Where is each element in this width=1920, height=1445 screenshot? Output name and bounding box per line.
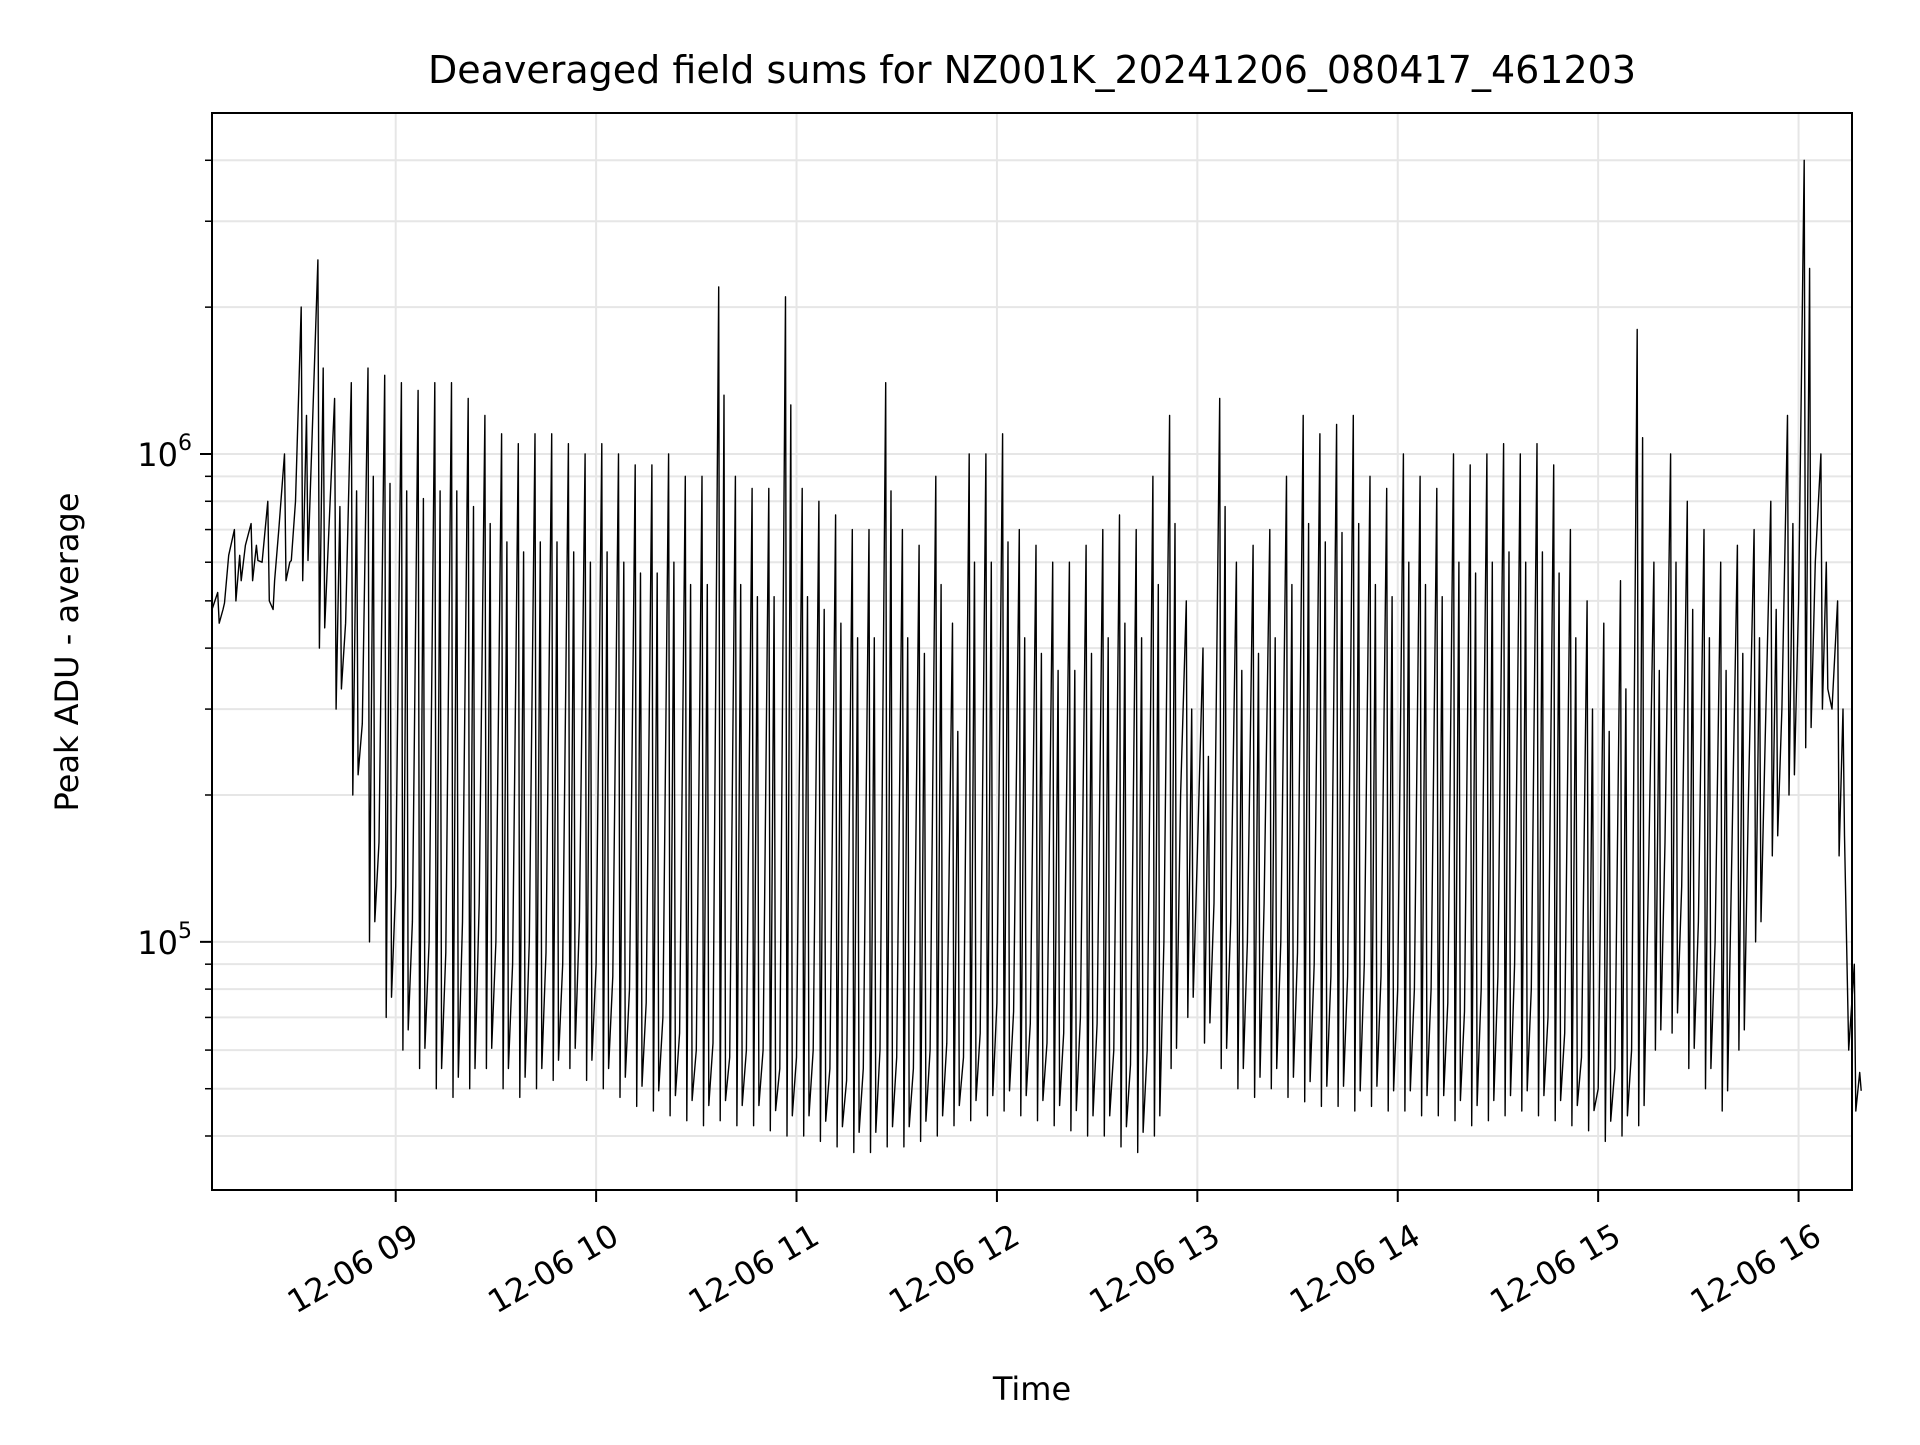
- y-tick-label-base: 10: [137, 436, 178, 474]
- plot-area-frame: [211, 112, 1853, 1191]
- chart-title: Deaveraged field sums for NZ001K_2024120…: [428, 48, 1636, 92]
- y-tick-label-exponent: 6: [178, 431, 192, 456]
- y-axis-label: Peak ADU - average: [48, 493, 86, 812]
- y-tick-label-exponent: 5: [178, 919, 192, 944]
- series-layer: [211, 159, 1862, 1154]
- y-tick-label: 105: [137, 919, 192, 962]
- data-series-line: [211, 159, 1862, 1154]
- y-tick-label: 106: [137, 431, 192, 474]
- y-tick-label-base: 10: [137, 924, 178, 962]
- x-axis-label: Time: [992, 1370, 1071, 1408]
